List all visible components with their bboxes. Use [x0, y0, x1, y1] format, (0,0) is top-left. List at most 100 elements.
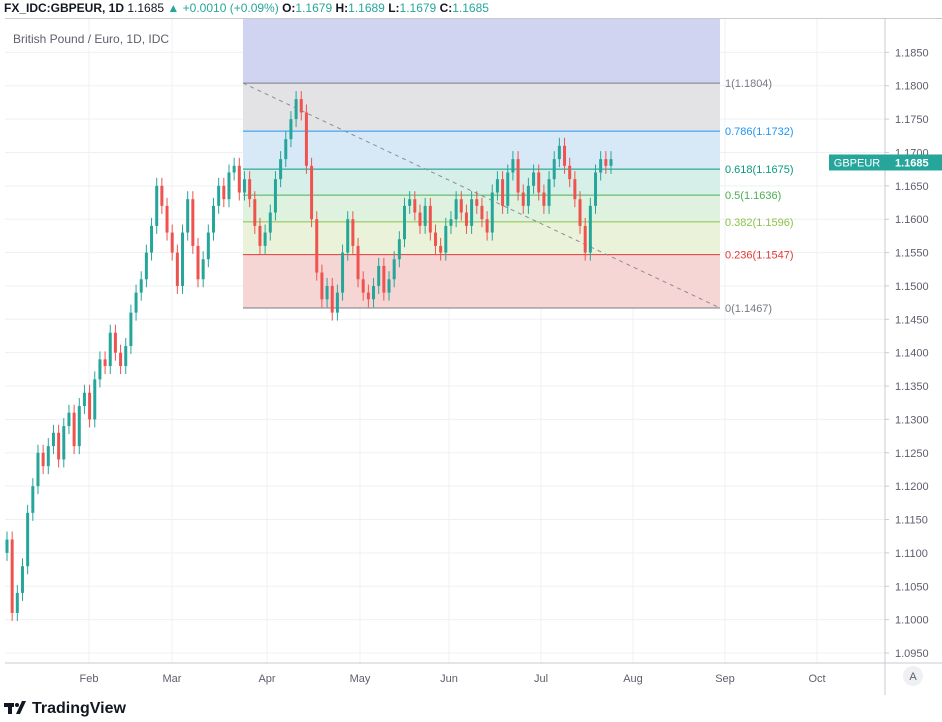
- y-tick-label: 1.1250: [895, 448, 929, 460]
- candle-body: [41, 452, 45, 467]
- candle-body: [88, 392, 92, 420]
- candle-body: [206, 232, 210, 260]
- y-tick-label: 1.1500: [895, 281, 929, 293]
- candle-body: [392, 259, 396, 280]
- x-tick-label: Oct: [808, 673, 825, 685]
- y-tick-label: 1.0950: [895, 648, 929, 660]
- candle-body: [62, 426, 66, 460]
- y-tick-label: 1.1100: [895, 548, 928, 560]
- candle-body: [57, 432, 61, 460]
- candle-body: [77, 406, 81, 447]
- candle-body: [397, 239, 401, 260]
- auto-scale-button[interactable]: [903, 666, 923, 686]
- candle-body: [532, 172, 536, 186]
- price-change: +0.0010 (+0.09%): [182, 1, 279, 15]
- candle-body: [232, 165, 236, 173]
- candle-body: [521, 192, 525, 206]
- open-label: O:: [282, 1, 296, 15]
- candle-body: [408, 199, 412, 206]
- symbol-label: FX_IDC:GBPEUR, 1D: [4, 1, 125, 15]
- candle-body: [372, 285, 376, 300]
- candle-body: [304, 112, 308, 166]
- candle-body: [516, 159, 520, 193]
- fib-label: 0(1.1467): [725, 303, 772, 315]
- candle-body: [578, 199, 582, 226]
- candle-body: [511, 159, 515, 173]
- candle-body: [46, 446, 50, 467]
- candle-body: [433, 232, 437, 246]
- x-tick-label: Jul: [534, 673, 548, 685]
- candle-body: [346, 219, 350, 253]
- candle-body: [72, 412, 76, 447]
- chart-area[interactable]: 0(1.1467) 0.236(1.1547) 0.382(1.1596) 0.5(1…: [5, 18, 942, 695]
- candle-body: [464, 212, 468, 226]
- candle-body: [377, 265, 381, 286]
- candle-body: [542, 192, 546, 206]
- candle-body: [552, 159, 556, 180]
- candle-body: [201, 259, 205, 280]
- candle-body: [423, 205, 427, 226]
- candle-body: [557, 145, 561, 160]
- candle-body: [366, 292, 370, 300]
- candle-body: [315, 219, 319, 273]
- candle-body: [284, 139, 288, 160]
- fib-label: 0.786(1.1732): [725, 126, 794, 138]
- x-tick-label: Aug: [623, 673, 643, 685]
- high-label: H:: [335, 1, 349, 15]
- y-tick-label: 1.1750: [895, 114, 929, 126]
- fib-label: 0.236(1.1547): [725, 250, 794, 262]
- symbol-header: FX_IDC:GBPEUR, 1D 1.1685 ▲ +0.0010 (+0.0…: [0, 0, 942, 18]
- candle-body: [490, 192, 494, 233]
- candle-body: [563, 145, 567, 166]
- candle-body: [93, 379, 97, 420]
- close-label: C:: [439, 1, 453, 15]
- x-tick-label: Jun: [440, 673, 458, 685]
- candle-body: [273, 179, 277, 213]
- candle-body: [470, 199, 474, 226]
- candle-body: [248, 179, 252, 200]
- candle-body: [67, 412, 71, 427]
- symbol-badge: [829, 154, 885, 171]
- open-value: 1.1679: [295, 1, 333, 15]
- fib-label: 0.618(1.1675): [725, 164, 794, 176]
- candle-body: [139, 279, 143, 293]
- tradingview-icon: [4, 700, 26, 719]
- symbol-badge-label: GBPEUR: [834, 157, 881, 169]
- candlestick-chart[interactable]: 0(1.1467) 0.236(1.1547) 0.382(1.1596) 0.5(1…: [5, 19, 942, 695]
- auto-scale-label: A: [909, 671, 917, 683]
- candle-body: [459, 199, 463, 213]
- last-price: 1.1685: [127, 1, 165, 15]
- high-value: 1.1689: [348, 1, 385, 15]
- candle-body: [475, 199, 479, 206]
- candle-body: [227, 172, 231, 200]
- candle-body: [119, 352, 123, 367]
- candle-body: [191, 199, 195, 246]
- candle-body: [211, 205, 215, 233]
- candle-body: [325, 285, 329, 300]
- candle-body: [454, 199, 458, 220]
- fib-zone: [243, 83, 720, 132]
- y-tick-label: 1.1150: [895, 515, 928, 527]
- candle-body: [335, 292, 339, 313]
- candle-body: [351, 219, 355, 246]
- candle-body: [129, 312, 133, 347]
- candle-body: [403, 205, 407, 240]
- candle-body: [15, 592, 19, 613]
- candle-body: [294, 99, 298, 120]
- candle-body: [604, 159, 608, 166]
- candle-body: [20, 566, 24, 593]
- candle-body: [196, 245, 200, 280]
- y-tick-label: 1.1450: [895, 314, 929, 326]
- candle-body: [165, 205, 169, 233]
- candle-body: [356, 245, 360, 280]
- candle-body: [382, 265, 386, 293]
- candle-body: [10, 539, 14, 613]
- candle-body: [26, 512, 30, 567]
- candle-body: [485, 219, 489, 233]
- tradingview-logo[interactable]: TradingView: [4, 698, 126, 720]
- candle-body: [170, 232, 174, 253]
- candle-body: [51, 432, 55, 447]
- candle-body: [289, 119, 293, 140]
- price-badge: [885, 154, 942, 171]
- candle-body: [341, 252, 345, 293]
